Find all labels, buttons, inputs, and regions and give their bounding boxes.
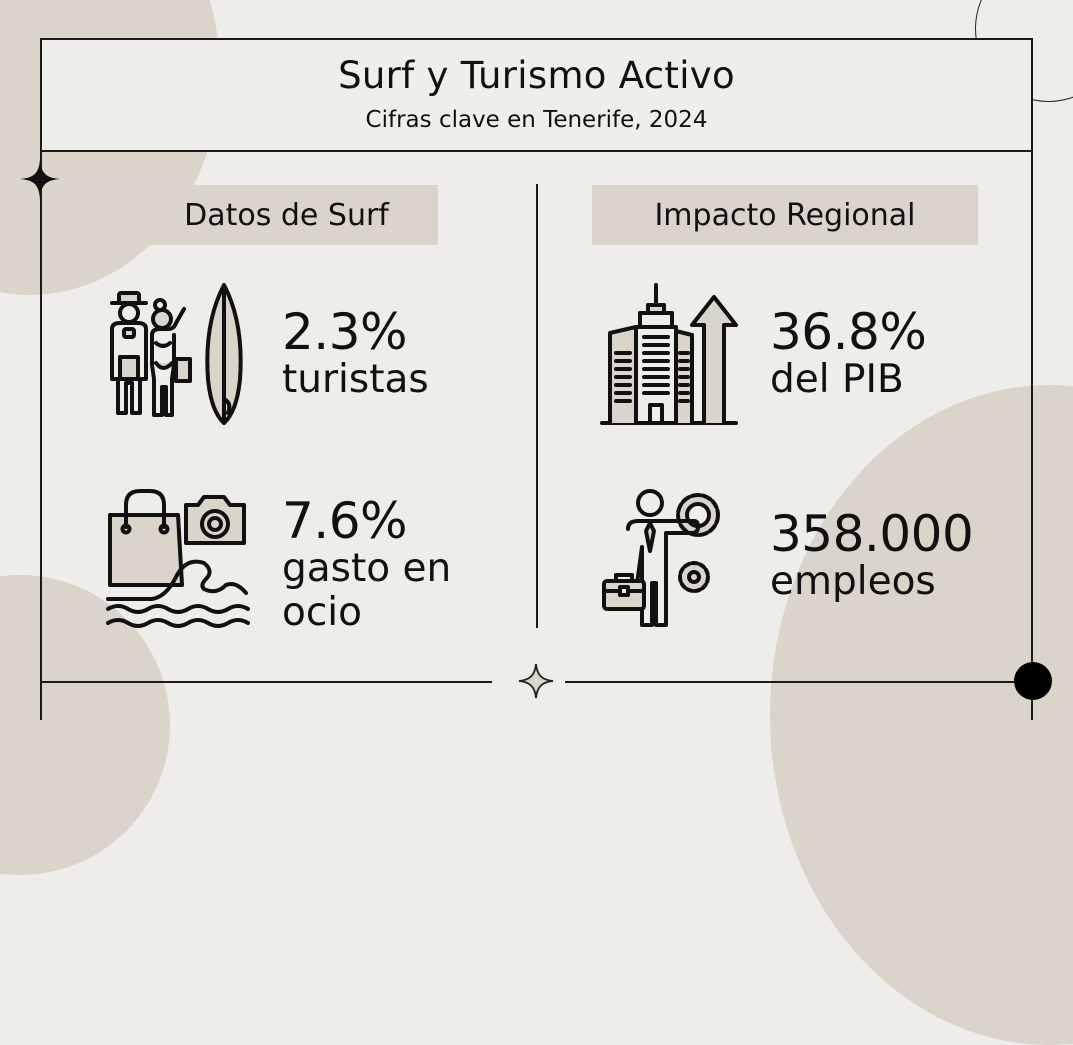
section-heading-surf-data: Datos de Surf — [135, 185, 438, 245]
stat-value: 2.3% — [282, 303, 408, 361]
decorative-circle-bottom-right — [770, 385, 1073, 1045]
buildings-growth-arrow-icon — [600, 283, 738, 425]
frame-left-border — [40, 38, 42, 720]
frame-top-border — [40, 38, 1033, 40]
stat-value: 358.000 — [770, 505, 974, 563]
tourists-surfboard-icon — [110, 283, 243, 425]
stat-jobs: 358.000 empleos — [770, 505, 974, 604]
page-subtitle: Cifras clave en Tenerife, 2024 — [365, 107, 708, 133]
frame-bottom-divider-right — [565, 681, 1033, 683]
section-heading-label: Datos de Surf — [184, 197, 389, 233]
decorative-dot — [1014, 662, 1052, 700]
stat-value: 36.8% — [770, 303, 927, 361]
stat-leisure-spending: 7.6% gasto en ocio — [282, 495, 451, 635]
four-point-star-outline-icon — [518, 663, 554, 699]
four-point-star-icon — [20, 159, 60, 199]
stat-tourists: 2.3% turistas — [282, 306, 429, 402]
frame-right-border — [1031, 38, 1033, 720]
stat-value: 7.6% — [282, 492, 408, 550]
column-divider — [536, 184, 538, 628]
stat-label: empleos — [770, 559, 936, 604]
page-title: Surf y Turismo Activo — [338, 54, 735, 97]
frame-header-divider — [40, 150, 1033, 152]
section-heading-label: Impacto Regional — [654, 197, 916, 233]
shopping-bag-camera-waves-icon — [106, 489, 250, 628]
section-heading-regional-impact: Impacto Regional — [592, 185, 978, 245]
stat-label: del PIB — [770, 357, 904, 402]
stat-label: turistas — [282, 357, 429, 402]
stat-label-line-1: gasto en — [282, 546, 452, 591]
header-band — [41, 39, 1032, 150]
businessman-gears-icon — [602, 489, 720, 627]
frame-bottom-divider-left — [40, 681, 492, 683]
stat-gdp: 36.8% del PIB — [770, 303, 927, 402]
stat-label-line-2: ocio — [282, 590, 362, 635]
